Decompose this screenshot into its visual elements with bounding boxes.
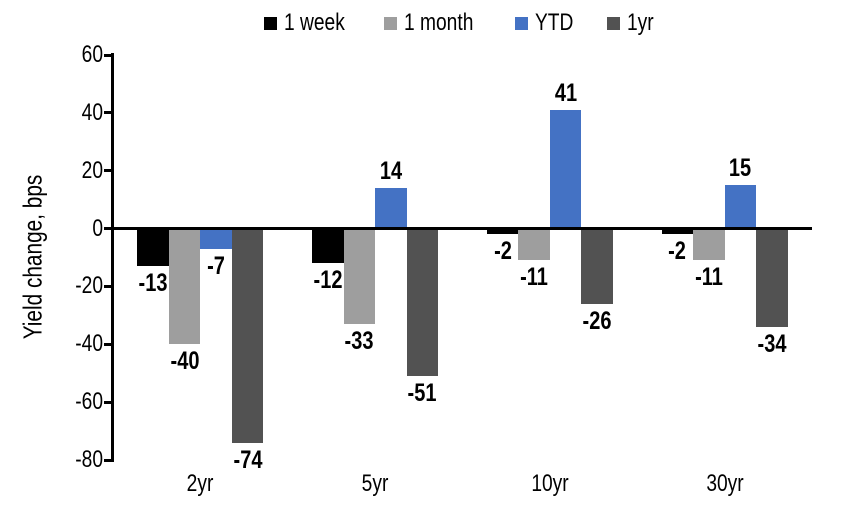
y-tick-label: -40 <box>75 330 103 358</box>
legend-item-1yr: 1yr <box>607 9 660 37</box>
bar-ytd-2yr <box>200 228 232 249</box>
bar-value-label-ytd-10yr: 41 <box>554 78 577 107</box>
y-tick-label: 40 <box>81 98 103 126</box>
bar-1-week-30yr <box>661 228 694 235</box>
legend-swatch-icon-1-week <box>264 16 278 30</box>
legend-label-1yr: 1yr <box>627 9 654 36</box>
bar-value-label-1-month-10yr: -11 <box>520 263 549 292</box>
bar-value-label-1yr-5yr: -51 <box>407 379 437 408</box>
y-tick <box>104 53 112 57</box>
bar-ytd-10yr <box>549 109 582 229</box>
legend-label-1-month: 1 month <box>404 9 474 36</box>
y-tick-label: -80 <box>75 446 103 473</box>
bar-value-label-1-month-2yr: -40 <box>170 347 200 376</box>
y-tick <box>104 111 112 115</box>
bar-value-label-1-week-10yr: -2 <box>493 237 512 266</box>
bar-1-month-10yr <box>518 228 550 261</box>
y-tick-label: 20 <box>81 156 103 184</box>
bar-1yr-2yr <box>231 228 264 443</box>
bar-ytd-5yr <box>375 188 407 229</box>
bar-value-label-1yr-30yr: -34 <box>757 329 787 358</box>
bar-1-month-5yr <box>343 228 376 325</box>
bar-1-week-10yr <box>486 228 519 235</box>
bar-value-label-1-week-5yr: -12 <box>313 266 343 295</box>
y-tick-label: -20 <box>75 272 103 300</box>
bar-value-label-ytd-5yr: 14 <box>379 157 402 186</box>
bar-value-label-1yr-2yr: -74 <box>233 445 263 474</box>
legend-swatch-icon-1yr <box>607 16 621 30</box>
y-tick <box>104 342 112 346</box>
x-axis-label-5yr: 5yr <box>361 470 389 497</box>
legend-item-ytd: YTD <box>515 9 583 37</box>
bar-value-label-1yr-10yr: -26 <box>582 306 612 335</box>
bar-1-month-2yr <box>168 228 201 345</box>
bar-1yr-30yr <box>756 228 788 327</box>
legend-label-1-week: 1 week <box>284 9 346 36</box>
y-tick <box>104 400 112 404</box>
y-tick-label: -60 <box>75 388 103 416</box>
y-tick <box>104 284 112 288</box>
zero-baseline <box>104 227 812 230</box>
bar-1yr-10yr <box>581 228 613 304</box>
bar-value-label-ytd-30yr: 15 <box>729 154 752 183</box>
x-axis-label-30yr: 30yr <box>705 470 744 497</box>
bar-value-label-1-week-30yr: -2 <box>668 237 687 266</box>
legend-swatch-icon-ytd <box>515 16 529 30</box>
bar-1-week-5yr <box>312 228 344 264</box>
bar-1-week-2yr <box>137 228 169 267</box>
bar-1-month-30yr <box>693 228 725 261</box>
bar-value-label-1-month-30yr: -11 <box>694 263 723 292</box>
legend-item-1-week: 1 week <box>264 9 360 37</box>
legend-item-1-month: 1 month <box>384 9 491 37</box>
bar-1yr-5yr <box>406 228 439 377</box>
legend: 1 week 1 month YTD 1yr <box>113 8 812 38</box>
x-axis-label-10yr: 10yr <box>531 470 569 497</box>
y-tick-label: 60 <box>81 41 103 68</box>
bar-ytd-30yr <box>724 185 757 229</box>
y-tick-label: 0 <box>92 214 103 242</box>
bar-value-label-1-month-5yr: -33 <box>344 327 374 356</box>
y-tick <box>104 169 112 173</box>
x-axis-label-2yr: 2yr <box>187 470 214 497</box>
y-tick <box>104 458 112 462</box>
legend-swatch-icon-1-month <box>384 16 398 30</box>
y-axis-line <box>111 53 114 462</box>
bar-value-label-1-week-2yr: -13 <box>138 269 168 298</box>
y-axis-title: Yield change, bps <box>17 174 48 340</box>
bar-value-label-ytd-2yr: -7 <box>207 251 226 280</box>
legend-label-ytd: YTD <box>535 9 574 36</box>
